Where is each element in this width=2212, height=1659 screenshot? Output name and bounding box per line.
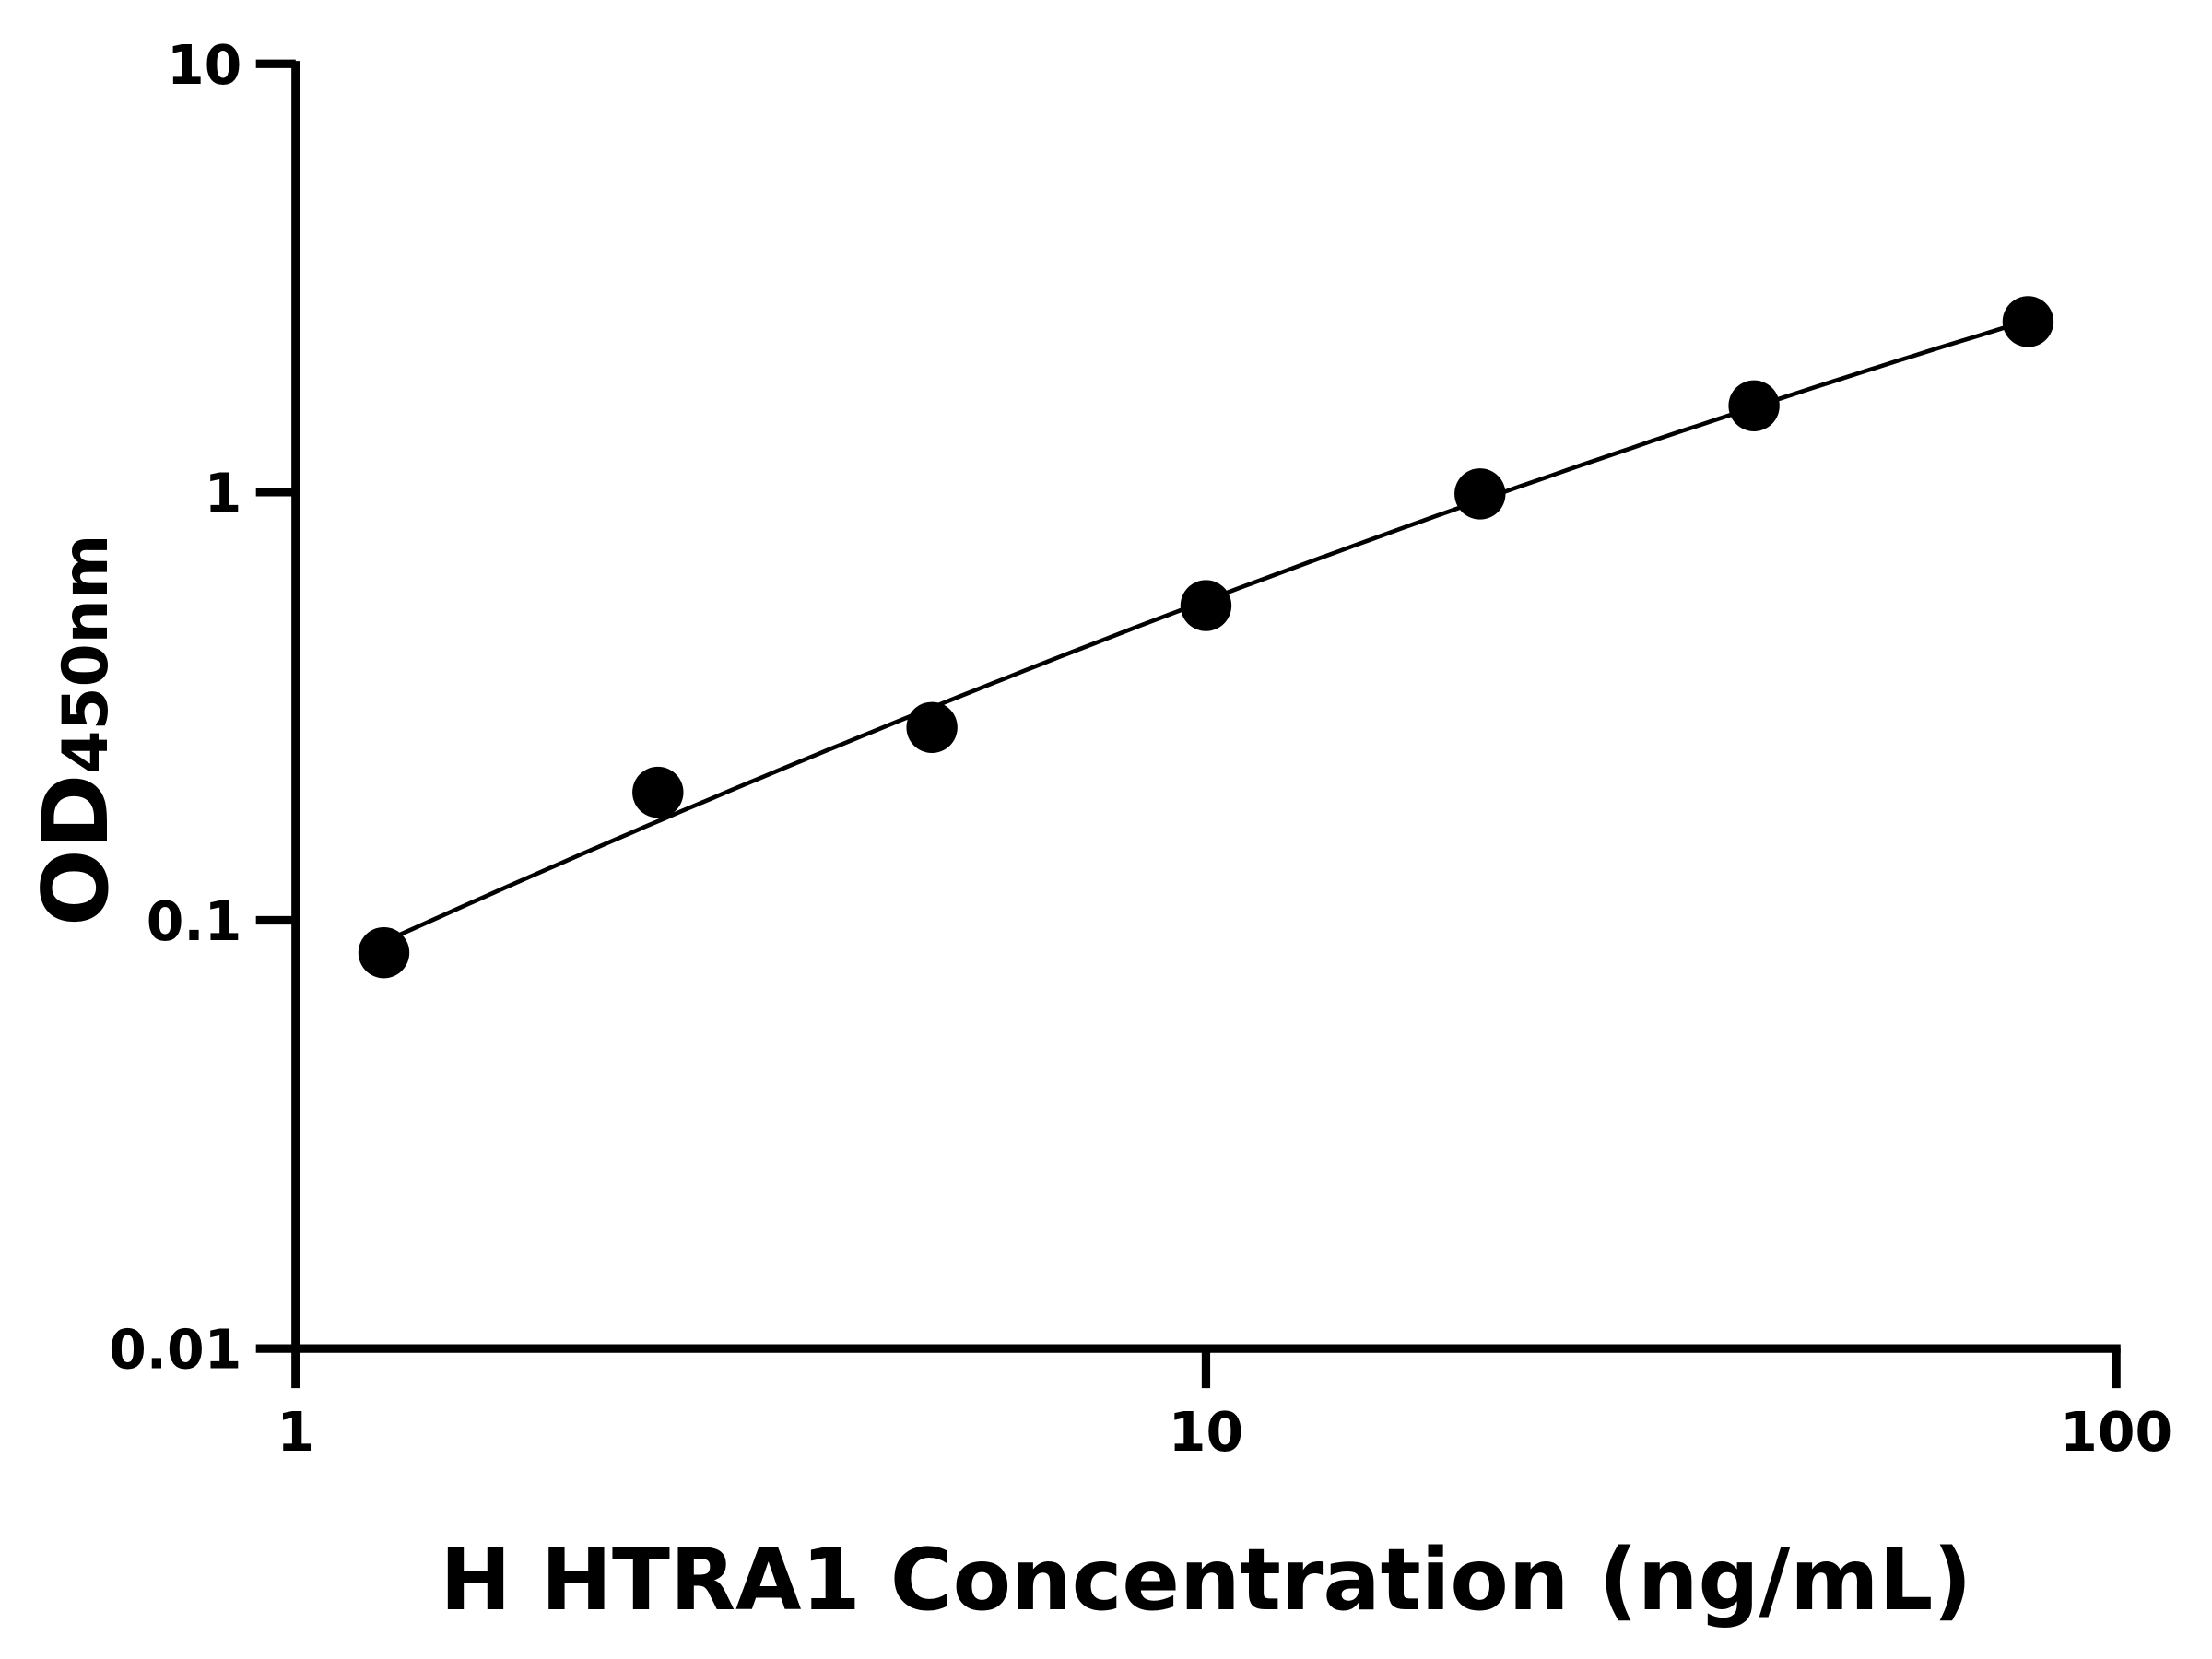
y-tick-label: 1 — [205, 462, 242, 524]
y-tick-label: 0.1 — [147, 890, 242, 953]
ticks: 1 10 100 0.01 0.1 1 10 — [109, 34, 2172, 1464]
fit-curve — [382, 318, 2030, 944]
data-point — [1454, 468, 1506, 520]
data-point — [1180, 580, 1232, 631]
data-point — [358, 926, 410, 979]
data-point — [632, 766, 684, 818]
y-axis-label-main: OD — [24, 774, 129, 926]
y-axis-label: OD450nm — [24, 535, 129, 926]
data-point — [1728, 380, 1780, 431]
x-tick-label: 1 — [276, 1401, 314, 1464]
data-point — [906, 701, 958, 753]
x-tick-label: 10 — [1169, 1401, 1243, 1464]
y-axis-label-sub: 450nm — [49, 535, 122, 774]
data-points — [358, 296, 2054, 979]
x-axis-label: H HTRA1 Concentration (ng/mL) — [440, 1530, 1971, 1630]
x-tick-label: 100 — [2060, 1401, 2172, 1464]
data-point — [2002, 296, 2054, 347]
y-tick-label: 10 — [167, 34, 241, 97]
y-tick-label: 0.01 — [109, 1319, 241, 1382]
axes — [291, 61, 2121, 1353]
